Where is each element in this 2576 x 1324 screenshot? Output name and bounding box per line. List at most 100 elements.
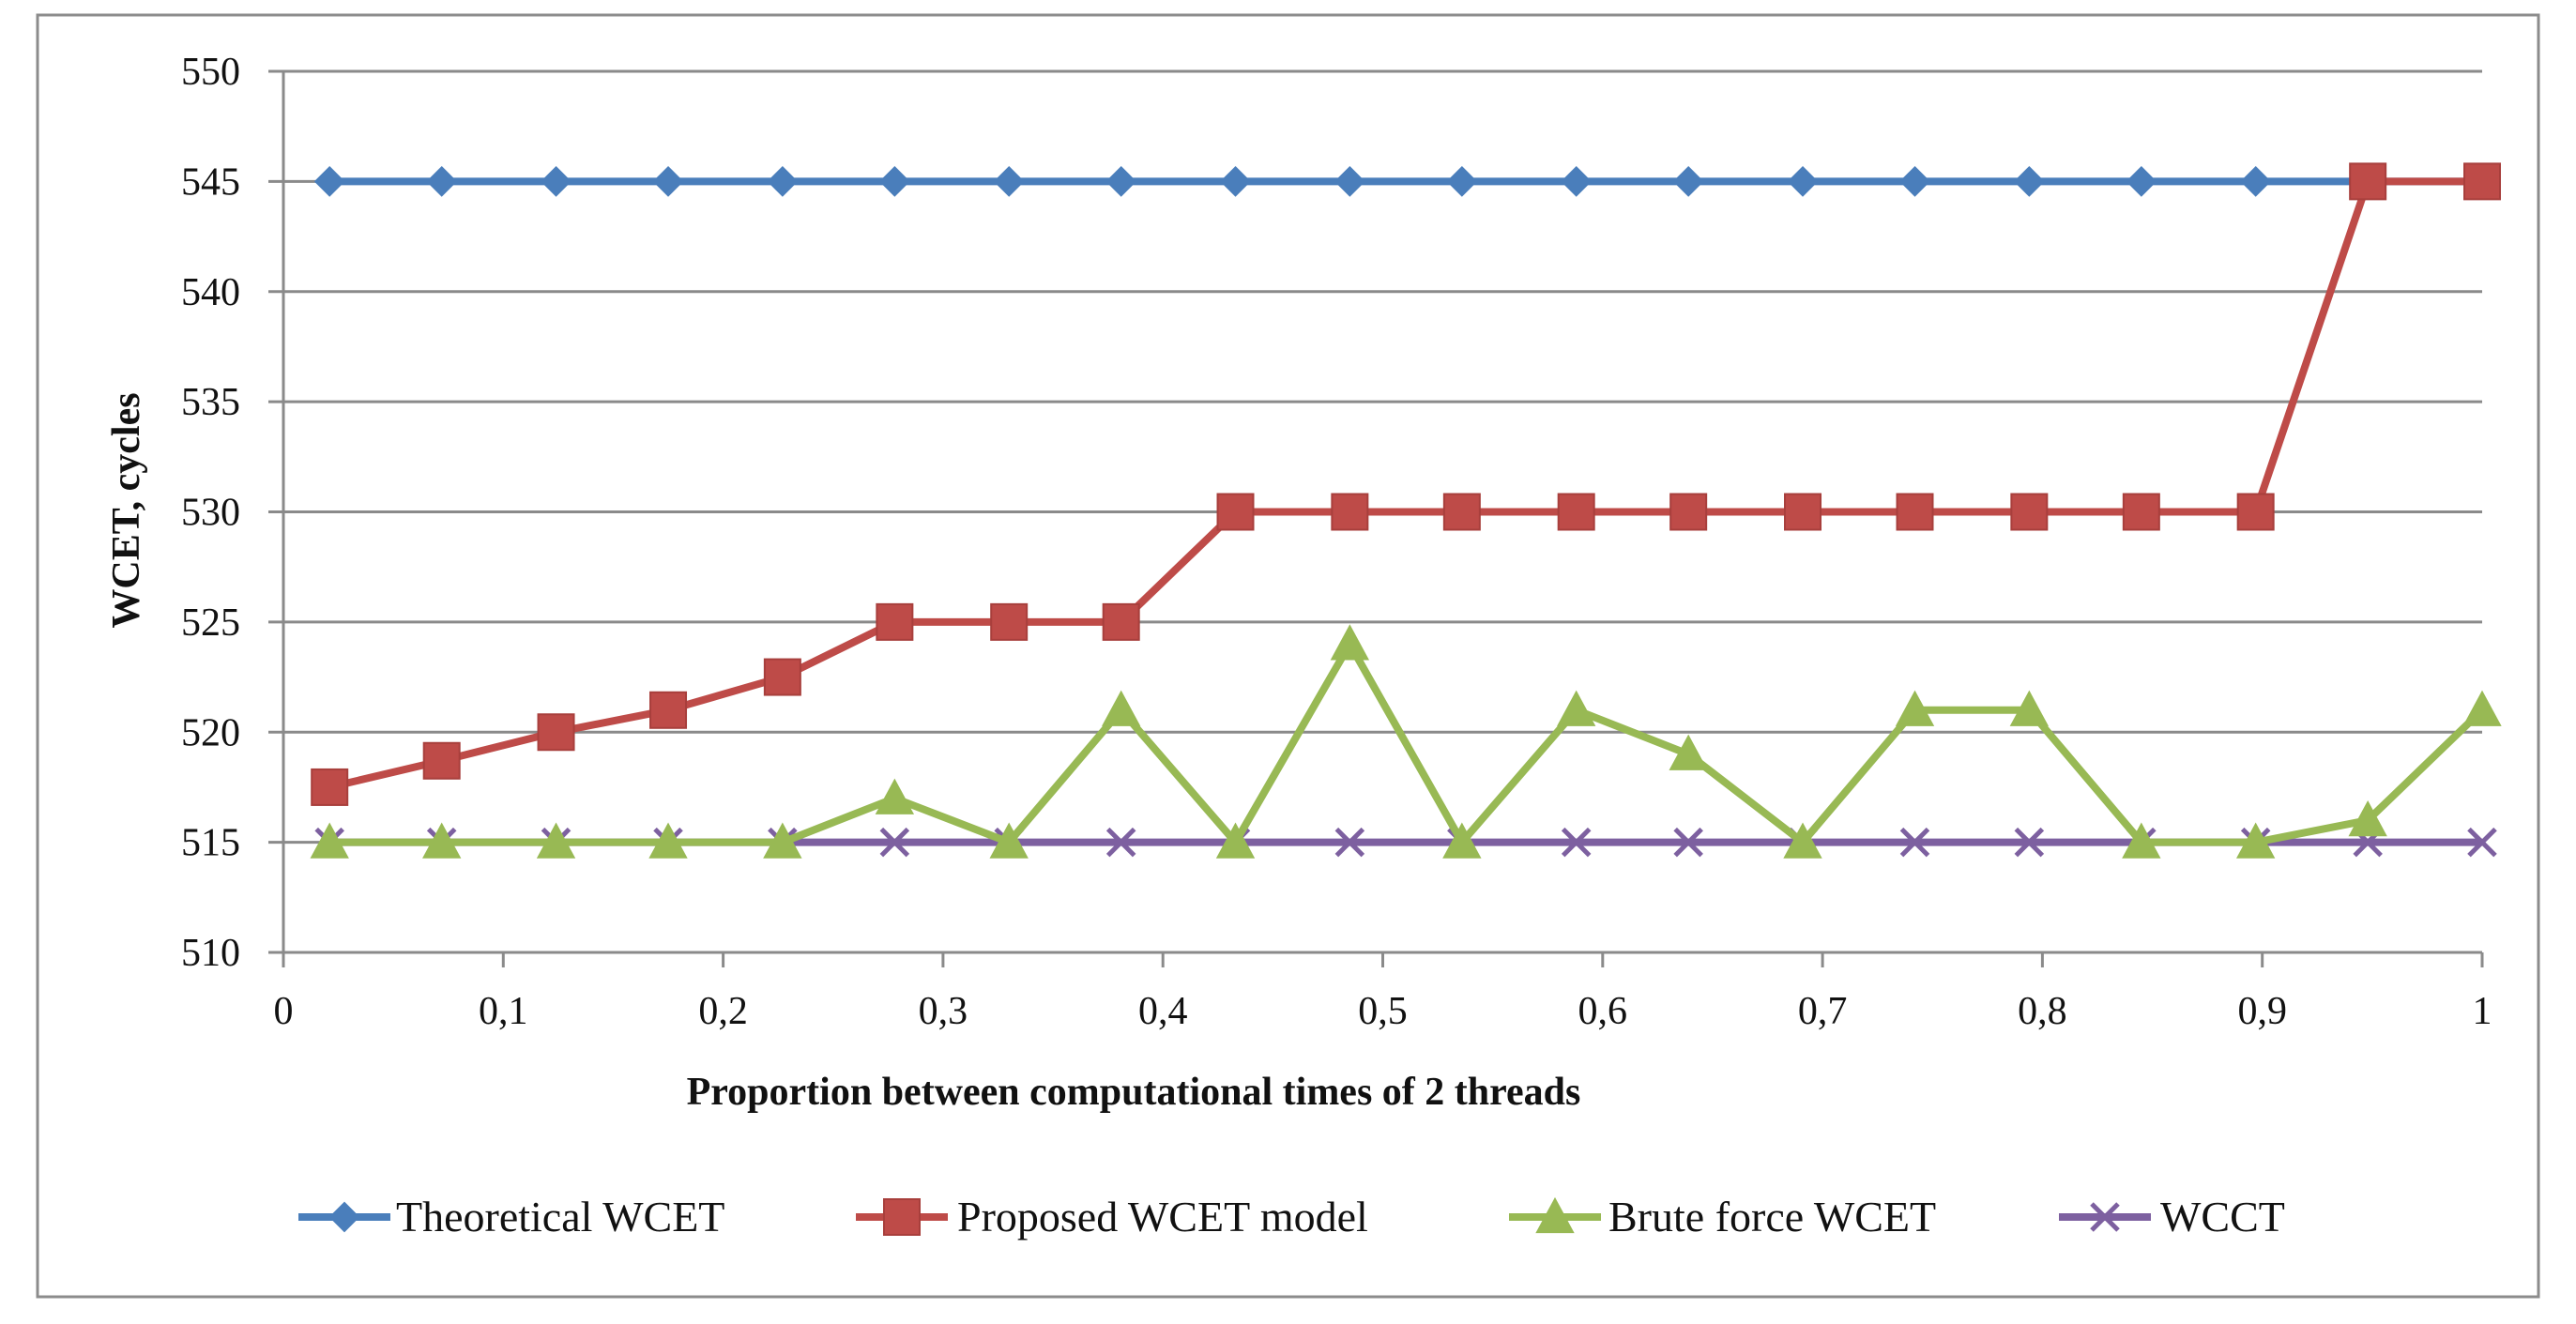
x-tick-label-10: 1 <box>2473 990 2492 1033</box>
data-point-8 <box>1220 165 1251 197</box>
legend-swatch-marker <box>328 1201 360 1233</box>
y-tick-label-550: 550 <box>181 51 240 94</box>
data-point-6 <box>993 165 1025 197</box>
data-point-6 <box>989 822 1029 859</box>
y-tick-label-530: 530 <box>181 492 240 535</box>
x-tick-label-7: 0,7 <box>1798 990 1848 1033</box>
data-point-3 <box>649 691 688 729</box>
data-point-11 <box>1557 493 1595 531</box>
series-brute-force-wcet <box>310 624 2502 859</box>
data-point-8 <box>1215 822 1256 859</box>
data-point-16 <box>2122 493 2160 531</box>
data-point-7 <box>1102 602 1140 641</box>
x-axis-title: Proportion between computational times o… <box>687 1071 1581 1114</box>
legend-item-theoretical-wcet: Theoretical WCET <box>298 1193 724 1240</box>
data-point-7 <box>1105 165 1137 197</box>
data-point-5 <box>876 602 914 641</box>
data-point-10 <box>1442 493 1481 531</box>
data-point-19 <box>2462 690 2502 726</box>
data-point-19 <box>2467 827 2497 858</box>
data-point-19 <box>2463 162 2501 201</box>
data-point-9 <box>1334 165 1365 197</box>
legend-swatch-marker <box>883 1198 921 1236</box>
data-point-0 <box>310 822 349 859</box>
data-point-9 <box>1331 493 1369 531</box>
data-point-9 <box>1330 624 1370 661</box>
legend-label: Theoretical WCET <box>396 1193 724 1240</box>
data-point-14 <box>1896 493 1934 531</box>
data-point-15 <box>2014 827 2045 858</box>
legend-item-brute-force-wcet: Brute force WCET <box>1509 1193 1936 1240</box>
series-proposed-wcet-model <box>311 162 2501 806</box>
data-point-2 <box>536 822 576 859</box>
data-point-13 <box>1783 822 1822 859</box>
data-point-14 <box>1899 165 1930 197</box>
data-point-2 <box>541 165 572 197</box>
x-tick-label-1: 0,1 <box>479 990 528 1033</box>
data-point-13 <box>1787 165 1819 197</box>
data-point-16 <box>2122 822 2161 859</box>
legend-label: Proposed WCET model <box>957 1193 1368 1240</box>
data-point-11 <box>1561 165 1593 197</box>
data-point-8 <box>1216 493 1255 531</box>
data-point-2 <box>537 713 575 752</box>
data-point-15 <box>2010 493 2049 531</box>
x-tick-label-6: 0,6 <box>1578 990 1628 1033</box>
y-tick-label-535: 535 <box>181 381 240 424</box>
x-tick-label-8: 0,8 <box>2018 990 2067 1033</box>
data-point-13 <box>1784 493 1822 531</box>
data-point-12 <box>1669 734 1708 770</box>
data-point-3 <box>648 822 688 859</box>
data-point-12 <box>1672 165 1704 197</box>
data-point-16 <box>2126 165 2157 197</box>
data-point-11 <box>1557 690 1596 726</box>
legend-item-proposed-wcet-model: Proposed WCET model <box>856 1193 1368 1240</box>
data-point-17 <box>2240 165 2272 197</box>
data-point-7 <box>1102 690 1141 726</box>
data-point-5 <box>879 827 910 858</box>
y-tick-label-510: 510 <box>181 932 240 975</box>
x-tick-label-4: 0,4 <box>1138 990 1188 1033</box>
data-point-3 <box>652 165 684 197</box>
legend: Theoretical WCET Proposed WCET model Brute… <box>298 1193 2285 1240</box>
x-tick-label-3: 0,3 <box>919 990 968 1033</box>
y-tick-label-540: 540 <box>181 271 240 314</box>
data-point-0 <box>313 165 345 197</box>
data-point-17 <box>2235 822 2276 859</box>
x-tick-label-2: 0,2 <box>698 990 748 1033</box>
data-point-14 <box>1895 690 1935 726</box>
x-tick-label-0: 0 <box>274 990 294 1033</box>
data-point-6 <box>990 602 1029 641</box>
series-line <box>329 640 2485 846</box>
series-layer <box>310 162 2502 859</box>
data-point-5 <box>878 165 910 197</box>
y-tick-label-545: 545 <box>181 160 240 204</box>
data-point-11 <box>1561 827 1592 858</box>
y-tick-label-515: 515 <box>181 822 240 865</box>
legend-swatch-marker <box>1535 1196 1575 1234</box>
chart-frame <box>36 13 2540 1299</box>
legend-label: WCCT <box>2160 1193 2285 1240</box>
y-tick-label-520: 520 <box>181 711 240 754</box>
data-point-0 <box>311 768 349 806</box>
data-point-18 <box>2349 162 2387 201</box>
data-point-5 <box>875 778 915 814</box>
data-point-9 <box>1334 827 1365 858</box>
data-point-1 <box>422 822 462 859</box>
data-point-17 <box>2236 493 2275 531</box>
data-point-7 <box>1105 827 1136 858</box>
tick-labels: 510 515 520 525 530 535 540 545 550 0 0,1 0,2 0,3 0,4… <box>181 51 2492 1033</box>
data-point-1 <box>422 741 461 780</box>
legend-label: Brute force WCET <box>1608 1193 1936 1240</box>
data-point-1 <box>426 165 458 197</box>
data-point-12 <box>1673 827 1703 858</box>
axes <box>268 69 2484 967</box>
legend-swatch-marker <box>2090 1202 2120 1232</box>
data-point-4 <box>767 165 799 197</box>
x-tick-label-5: 0,5 <box>1358 990 1408 1033</box>
data-point-4 <box>763 822 802 859</box>
x-tick-label-9: 0,9 <box>2237 990 2287 1033</box>
data-point-18 <box>2348 800 2387 837</box>
data-point-10 <box>1446 165 1478 197</box>
data-point-12 <box>1669 493 1708 531</box>
